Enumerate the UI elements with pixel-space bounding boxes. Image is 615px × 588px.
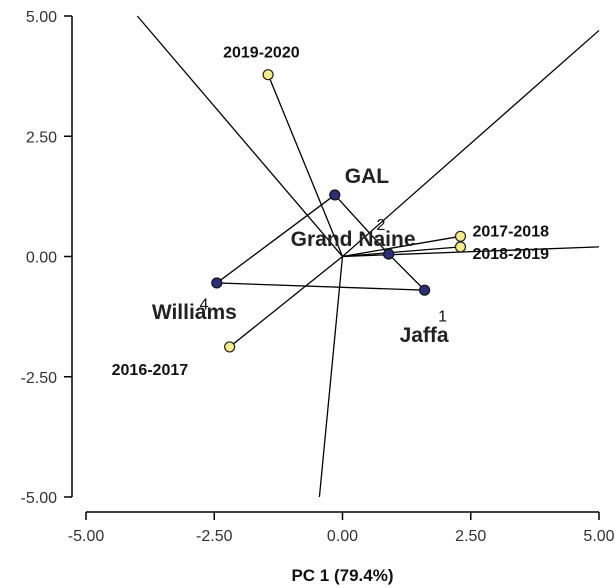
x-tick-label: 2.50 [455,528,486,545]
y-tick-label: 2.50 [26,129,57,146]
environment-point [224,341,236,353]
x-tick-label: 0.00 [327,528,358,545]
genotype-label: GAL [345,165,390,188]
environment-label: 2019-2020 [223,45,300,62]
genotype-label: Jaffa [400,324,449,347]
x-tick-label: -5.00 [68,528,105,545]
environment-vector [342,235,461,258]
sector-ray [318,256,344,498]
genotype-label: Williams [152,301,237,324]
environment-label: 2016-2017 [112,362,189,379]
environment-vector [229,255,343,348]
genotype-points [211,189,431,296]
axes: 5.00 2.50 0.00 -2.50 -5.00 -5.00 -2.50 0.00 2.5… [21,9,615,545]
environment-point [262,69,274,81]
sector-ray [136,15,343,257]
y-tick-label: 0.00 [26,250,57,267]
sector-number-label: 2 [377,217,386,234]
environment-point [454,241,467,253]
y-axis-ticks: 5.00 2.50 0.00 -2.50 -5.00 [21,9,72,507]
environment-vector [267,74,344,257]
y-tick-label: -5.00 [21,490,58,507]
genotype-point [211,277,223,289]
x-axis-ticks: -5.00 -2.50 0.00 2.50 5.00 [68,512,615,545]
y-tick-label: -2.50 [21,370,58,387]
sector-number-label: 4 [200,296,209,313]
sector-rays [136,15,600,498]
genotype-label: Grand Naine [291,228,416,251]
y-tick-label: 5.00 [26,9,57,26]
environment-points [224,69,467,353]
x-axis-title: PC 1 (79.4%) [291,566,393,585]
environment-label: 2017-2018 [472,223,549,240]
environment-label: 2018-2019 [472,246,549,263]
x-tick-label: -2.50 [196,528,233,545]
environment-point [454,230,467,242]
sector-number-label: 1 [438,308,447,325]
environment-vector [342,246,461,258]
sector-ray [342,29,600,257]
x-tick-label: 5.00 [583,528,614,545]
point-labels: GAL Grand Naine Williams Jaffa 2019-2020 2017… [112,45,549,379]
genotype-point [383,248,395,260]
environment-vectors [229,74,461,348]
genotype-point [329,189,341,201]
genotype-point [418,284,431,296]
